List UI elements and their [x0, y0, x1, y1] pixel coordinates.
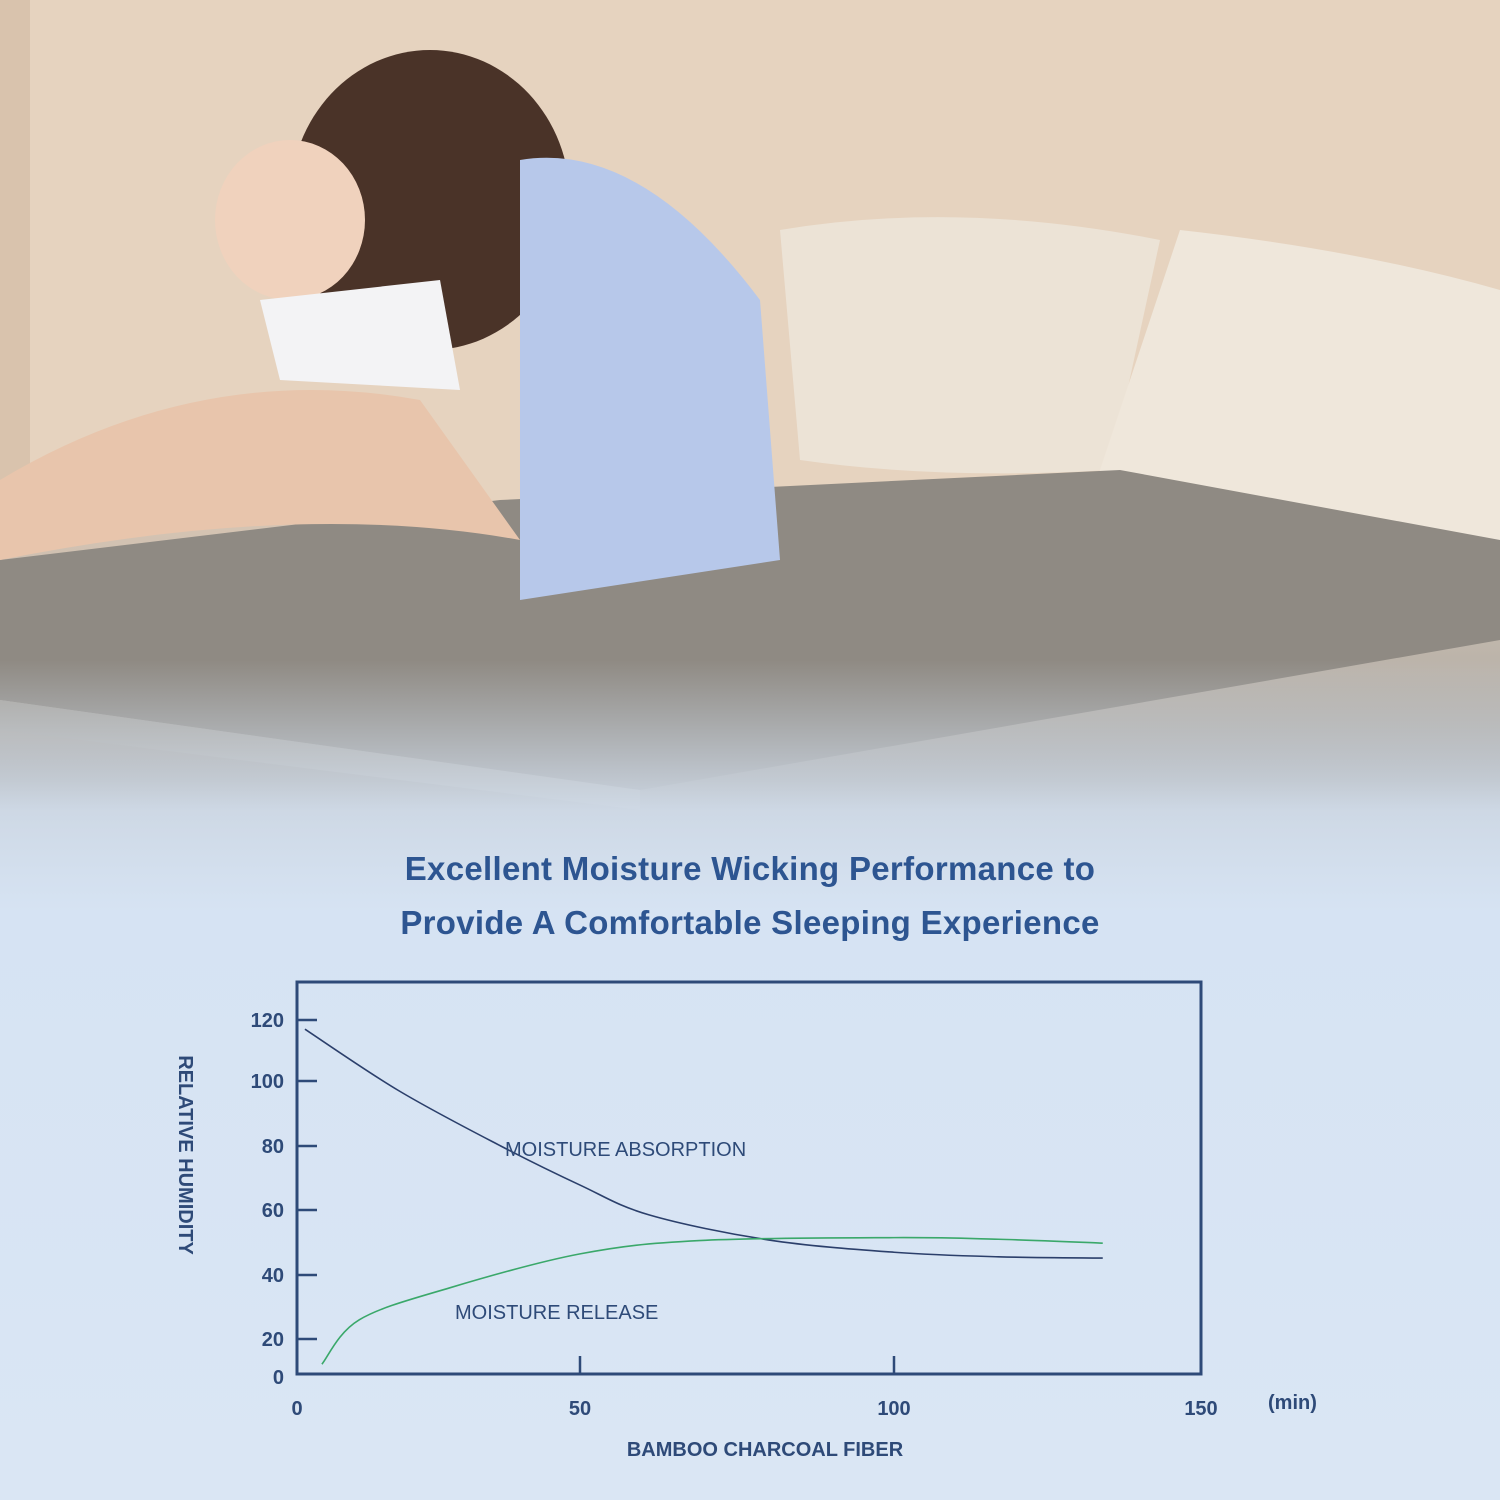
- x-tick-label: 150: [1184, 1398, 1217, 1420]
- series-line-release: [321, 1236, 1103, 1365]
- x-tick-label: 100: [877, 1398, 910, 1420]
- headline-line-2: Provide A Comfortable Sleeping Experienc…: [400, 904, 1100, 941]
- headline-line-1: Excellent Moisture Wicking Performance t…: [404, 850, 1096, 887]
- x-tick-label: 0: [291, 1398, 302, 1420]
- x-tick-label: 50: [569, 1398, 591, 1420]
- series-label-absorption: MOISTURE ABSORPTION: [505, 1139, 746, 1161]
- y-tick-label: 40: [262, 1265, 284, 1287]
- y-tick-label: 80: [262, 1136, 284, 1158]
- y-tick-label: 60: [262, 1200, 284, 1222]
- y-tick-label: 0: [273, 1367, 284, 1389]
- y-tick-label: 20: [262, 1329, 284, 1351]
- series-line-absorption: [304, 1028, 1103, 1259]
- series-label-release: MOISTURE RELEASE: [455, 1302, 658, 1324]
- background-fade: [0, 660, 1500, 1500]
- y-axis-label: RELATIVE HUMIDITY: [174, 1055, 196, 1255]
- y-tick-label: 100: [251, 1071, 284, 1093]
- headline: Excellent Moisture Wicking Performance t…: [0, 842, 1500, 950]
- x-axis-label: BAMBOO CHARCOAL FIBER: [627, 1439, 904, 1461]
- x-unit-label: (min): [1268, 1392, 1317, 1414]
- y-tick-label: 120: [251, 1010, 284, 1032]
- plot-frame: [295, 980, 1203, 1376]
